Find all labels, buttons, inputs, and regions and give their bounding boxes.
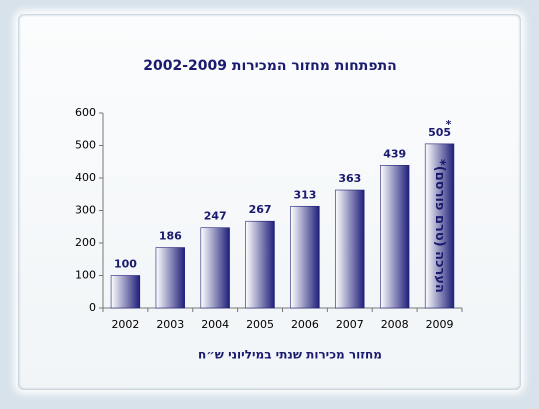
y-tick-label: 500: [75, 139, 96, 152]
bar: [245, 220, 275, 309]
bar: [335, 189, 365, 309]
value-label: 363: [338, 172, 361, 185]
bar: [290, 205, 320, 309]
bar: [110, 275, 141, 309]
value-label: 439: [383, 147, 406, 160]
y-tick-label: 100: [75, 269, 96, 282]
value-label: 100: [114, 258, 137, 271]
bar: [155, 247, 185, 309]
y-tick-label: 0: [89, 301, 96, 314]
x-tick-label: 2007: [336, 318, 364, 331]
x-tick-label: 2005: [246, 318, 274, 331]
x-tick-label: 2006: [291, 318, 319, 331]
footnote-mark: *: [446, 118, 452, 131]
value-label: 505: [428, 126, 451, 139]
x-tick-label: 2002: [111, 318, 139, 331]
y-tick-label: 600: [75, 106, 96, 119]
x-tick-label: 2003: [156, 318, 184, 331]
bar: [200, 227, 230, 309]
x-axis-label: מחזור מכירות שנתי במיליוני ש״ח: [198, 348, 382, 362]
value-label: 247: [204, 210, 227, 223]
x-tick-label: 2008: [381, 318, 409, 331]
value-label: 267: [249, 203, 272, 216]
value-label: 313: [293, 188, 316, 201]
value-label: 186: [159, 230, 182, 243]
bar: [424, 143, 455, 309]
y-tick-label: 400: [75, 171, 96, 184]
annotation: *הערכה (טרם פורסם): [432, 159, 447, 293]
bar: [380, 165, 410, 309]
y-tick-label: 200: [75, 236, 96, 249]
y-tick-label: 300: [75, 204, 96, 217]
x-tick-label: 2004: [201, 318, 229, 331]
x-tick-label: 2009: [426, 318, 454, 331]
chart-title: התפתחות מחזור המכירות 2002-2009: [143, 58, 397, 74]
